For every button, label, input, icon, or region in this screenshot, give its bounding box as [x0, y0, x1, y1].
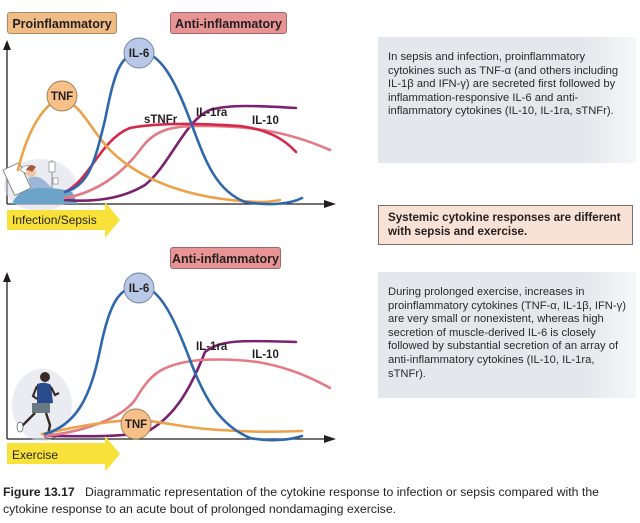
il6-node-bottom: IL-6: [123, 272, 155, 304]
runner-icon: [12, 369, 72, 441]
infection-sepsis-arrow: [7, 202, 120, 238]
il6-curve-top: [63, 50, 304, 206]
proinflammatory-tag: Proinflammatory: [7, 12, 117, 34]
exercise-description-box: During prolonged exercise, increases in …: [378, 272, 636, 398]
il10-label-top: IL-10: [252, 115, 279, 127]
figure-number: Figure 13.17: [3, 485, 75, 499]
tnf-node-bottom: TNF: [120, 408, 152, 440]
tnf-curve-top: [16, 98, 282, 204]
il10-curve-top: [63, 104, 298, 202]
anti-inflammatory-tag-top: Anti-inflammatory: [170, 12, 287, 34]
x-axis-arrowhead: [324, 435, 336, 443]
x-axis-arrowhead: [324, 200, 336, 208]
anti-inflammatory-tag-bottom: Anti-inflammatory: [170, 247, 281, 269]
exercise-description-text: During prolonged exercise, increases in …: [388, 286, 626, 380]
sepsis-description-box: In sepsis and infection, proinflammatory…: [378, 37, 636, 163]
stnfr-curve-top: [63, 122, 298, 194]
il6-node-label-top: IL-6: [129, 48, 149, 60]
sepsis-description-text: In sepsis and infection, proinflammatory…: [388, 51, 619, 118]
summary-box: Systemic cytokine responses are differen…: [378, 205, 633, 245]
exercise-arrow: [7, 436, 120, 470]
summary-text: Systemic cytokine responses are differen…: [388, 211, 621, 238]
tnf-node-top: TNF: [46, 80, 78, 112]
il6-node-label-bottom: IL-6: [129, 283, 149, 295]
il6-node-top: IL-6: [123, 37, 155, 69]
stnfr-label-top: sTNFr: [144, 114, 178, 126]
exercise-label: Exercise: [12, 448, 59, 462]
il10-curve-bottom: [43, 339, 298, 438]
patient-in-bed-icon: [2, 159, 78, 211]
il6-curve-bottom: [43, 284, 304, 442]
figure-caption: Figure 13.17 Diagrammatic representation…: [3, 484, 639, 518]
y-axis-arrowhead: [3, 40, 11, 50]
il10-label-bottom: IL-10: [252, 349, 279, 361]
infection-sepsis-label: Infection/Sepsis: [12, 213, 97, 227]
tnf-node-label-bottom: TNF: [125, 419, 147, 431]
tnf-curve-bottom: [40, 418, 304, 436]
exercise-cytokine-diagram: IL-6 TNF IL-1ra IL-10: [3, 272, 336, 470]
y-axis-arrowhead: [3, 272, 11, 282]
il1ra-label-bottom: IL-1ra: [196, 341, 228, 353]
caption-text: Diagrammatic representation of the cytok…: [3, 485, 600, 516]
tnf-node-label-top: TNF: [51, 91, 73, 103]
il1ra-curve-top: [63, 124, 332, 200]
il1ra-label-top: IL-1ra: [196, 107, 228, 119]
sepsis-cytokine-diagram: TNF IL-6 sTNFr IL-1ra IL-10: [2, 37, 336, 238]
